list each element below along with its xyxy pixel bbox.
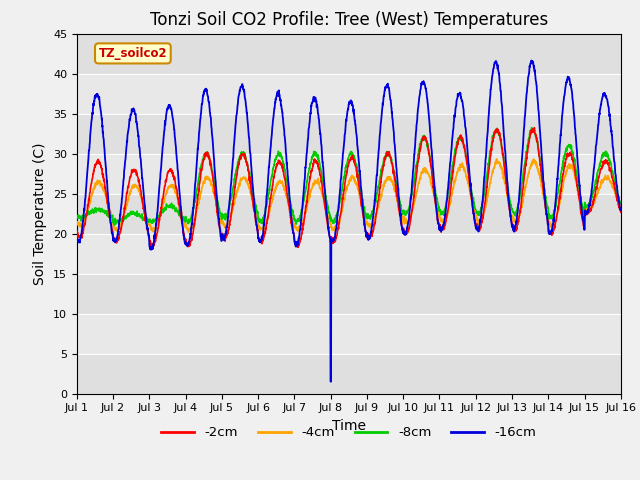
X-axis label: Time: Time bbox=[332, 419, 366, 433]
Legend: -2cm, -4cm, -8cm, -16cm: -2cm, -4cm, -8cm, -16cm bbox=[156, 421, 542, 444]
Bar bbox=[77, 193, 621, 234]
Bar bbox=[77, 114, 621, 154]
Bar bbox=[77, 34, 621, 73]
Bar bbox=[77, 354, 621, 394]
Y-axis label: Soil Temperature (C): Soil Temperature (C) bbox=[33, 143, 47, 285]
Text: TZ_soilco2: TZ_soilco2 bbox=[99, 47, 167, 60]
Bar bbox=[77, 274, 621, 313]
Title: Tonzi Soil CO2 Profile: Tree (West) Temperatures: Tonzi Soil CO2 Profile: Tree (West) Temp… bbox=[150, 11, 548, 29]
